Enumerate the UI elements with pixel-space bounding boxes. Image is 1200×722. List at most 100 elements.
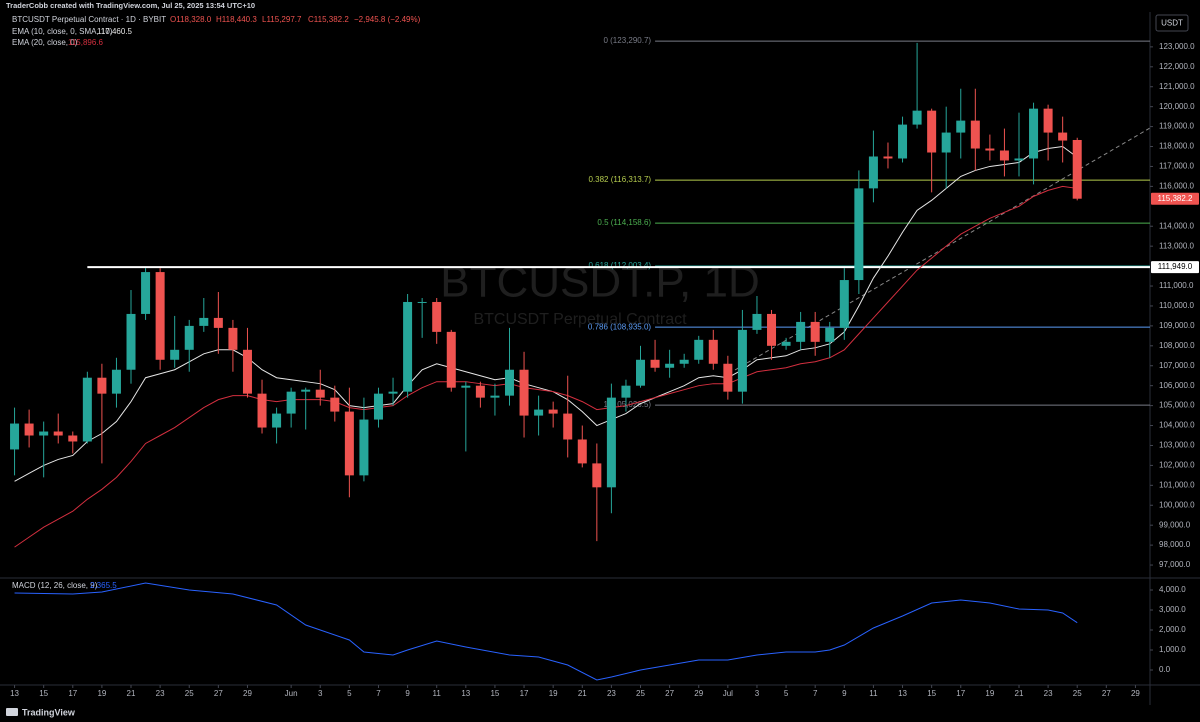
y-tick-label: 99,000.0 xyxy=(1159,520,1191,529)
ema-line xyxy=(14,145,1078,482)
candle-body xyxy=(155,272,165,360)
x-tick-label: 21 xyxy=(127,689,136,698)
x-tick-label: 11 xyxy=(869,689,878,698)
candle-body xyxy=(272,413,282,428)
y-tick-label: 105,000.0 xyxy=(1159,401,1195,410)
y-tick-label: 123,000.0 xyxy=(1159,42,1195,51)
macd-legend: MACD (12, 26, close, 9) xyxy=(12,581,98,590)
x-tick-label: 29 xyxy=(694,689,703,698)
candle-body xyxy=(679,359,689,364)
x-tick-label: 29 xyxy=(1131,689,1140,698)
candle-body xyxy=(999,150,1009,161)
y-tick-label: 113,000.0 xyxy=(1159,241,1195,250)
watermark-sub: BTCUSDT Perpetual Contract xyxy=(473,311,687,328)
candle-body xyxy=(723,363,733,392)
x-tick-label: 5 xyxy=(784,689,789,698)
x-tick-label: 9 xyxy=(405,689,410,698)
candle-body xyxy=(301,389,311,392)
y-tick-label: 2,000.0 xyxy=(1159,625,1186,634)
candle-body xyxy=(286,391,296,414)
x-tick-label: Jul xyxy=(723,689,733,698)
x-tick-label: 17 xyxy=(68,689,77,698)
candle-body xyxy=(97,377,107,394)
y-tick-label: 106,000.0 xyxy=(1159,381,1195,390)
ohlc-low: L115,297.7 xyxy=(262,15,302,24)
y-tick-label: 118,000.0 xyxy=(1159,142,1195,151)
x-tick-label: 15 xyxy=(927,689,936,698)
ema-line xyxy=(14,185,1078,548)
candle-body xyxy=(1072,139,1082,199)
ema20-legend: EMA (20, close, 0) xyxy=(12,38,78,47)
candle-body xyxy=(621,385,631,398)
candle-body xyxy=(519,369,529,416)
x-tick-label: 29 xyxy=(243,689,252,698)
candle-body xyxy=(111,369,121,394)
x-tick-label: 5 xyxy=(347,689,352,698)
candle-body xyxy=(854,188,864,281)
candle-body xyxy=(868,156,878,189)
candle-body xyxy=(810,321,820,342)
price-tag xyxy=(1151,261,1199,274)
candle-body xyxy=(752,313,762,330)
candle-body xyxy=(665,363,675,368)
candle-body xyxy=(432,301,442,332)
candle-body xyxy=(199,317,209,326)
change: −2,945.8 (−2.49%) xyxy=(354,15,421,24)
candle-body xyxy=(767,313,777,346)
y-tick-label: 121,000.0 xyxy=(1159,82,1195,91)
x-tick-label: 9 xyxy=(842,689,847,698)
x-tick-label: 13 xyxy=(10,689,19,698)
candle-body xyxy=(592,463,602,488)
x-tick-label: 27 xyxy=(214,689,223,698)
x-tick-label: 11 xyxy=(433,689,442,698)
y-tick-label: 1,000.0 xyxy=(1159,645,1186,654)
candle-body xyxy=(257,393,267,428)
candle-body xyxy=(490,395,500,398)
x-tick-label: 21 xyxy=(578,689,587,698)
currency: USDT xyxy=(1161,19,1183,28)
candle-body xyxy=(24,423,34,436)
ema20-value: 115,896.6 xyxy=(68,38,104,47)
candle-body xyxy=(330,397,340,412)
candle-body xyxy=(228,327,238,350)
candle-body xyxy=(956,120,966,133)
candle-body xyxy=(708,339,718,364)
candle-body xyxy=(1043,108,1053,133)
candle-body xyxy=(781,341,791,346)
candle-body xyxy=(912,110,922,125)
y-tick-label: 117,000.0 xyxy=(1159,162,1195,171)
x-tick-label: 17 xyxy=(520,689,529,698)
candle-body xyxy=(359,419,369,476)
y-tick-label: 104,000.0 xyxy=(1159,421,1195,430)
y-tick-label: 100,000.0 xyxy=(1159,500,1195,509)
x-tick-label: 17 xyxy=(956,689,965,698)
y-tick-label: 3,000.0 xyxy=(1159,605,1186,614)
credit: TraderCobb created with TradingView.com,… xyxy=(6,1,255,10)
fib-label: 0.786 (108,935.0) xyxy=(588,322,651,331)
candle-body xyxy=(737,329,747,392)
candle-body xyxy=(636,359,646,386)
ohlc-high: H118,440.3 xyxy=(216,15,257,24)
candle-body xyxy=(563,413,573,440)
y-tick-label: 97,000.0 xyxy=(1159,560,1191,569)
x-tick-label: 27 xyxy=(1102,689,1111,698)
y-tick-label: 4,000.0 xyxy=(1159,585,1186,594)
brand: TradingView xyxy=(22,707,76,717)
candle-body xyxy=(650,359,660,368)
candle-body xyxy=(796,321,806,342)
x-tick-label: 3 xyxy=(755,689,760,698)
candle-body xyxy=(82,377,92,442)
candle-body xyxy=(548,409,558,414)
candle-body xyxy=(141,272,151,314)
candle-body xyxy=(1058,132,1068,141)
x-tick-label: 7 xyxy=(813,689,818,698)
x-tick-label: 25 xyxy=(1073,689,1082,698)
y-tick-label: 108,000.0 xyxy=(1159,341,1195,350)
brand-logo xyxy=(6,708,18,716)
y-tick-label: 102,000.0 xyxy=(1159,461,1195,470)
x-tick-label: 25 xyxy=(185,689,194,698)
x-tick-label: 25 xyxy=(636,689,645,698)
candle-body xyxy=(39,431,49,436)
y-tick-label: 110,000.0 xyxy=(1159,301,1195,310)
